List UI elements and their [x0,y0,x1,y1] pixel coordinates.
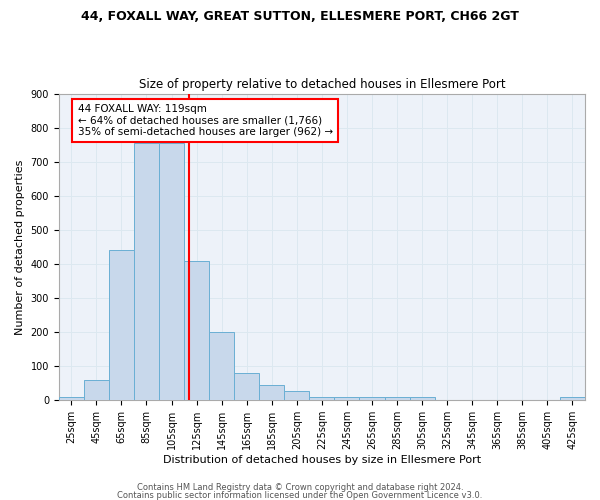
Bar [284,390,310,400]
Bar [84,380,109,400]
Bar [109,250,134,400]
Bar [59,397,84,400]
Bar [310,397,334,400]
Bar [334,397,359,400]
Text: 44 FOXALL WAY: 119sqm
← 64% of detached houses are smaller (1,766)
35% of semi-d: 44 FOXALL WAY: 119sqm ← 64% of detached … [77,104,332,137]
X-axis label: Distribution of detached houses by size in Ellesmere Port: Distribution of detached houses by size … [163,455,481,465]
Bar [385,397,410,400]
Bar [560,398,585,400]
Text: Contains HM Land Registry data © Crown copyright and database right 2024.: Contains HM Land Registry data © Crown c… [137,484,463,492]
Bar [410,397,434,400]
Bar [359,397,385,400]
Bar [234,373,259,400]
Bar [184,260,209,400]
Bar [134,143,159,400]
Text: Contains public sector information licensed under the Open Government Licence v3: Contains public sector information licen… [118,490,482,500]
Y-axis label: Number of detached properties: Number of detached properties [15,159,25,334]
Title: Size of property relative to detached houses in Ellesmere Port: Size of property relative to detached ho… [139,78,505,91]
Bar [209,332,234,400]
Bar [159,143,184,400]
Bar [259,385,284,400]
Text: 44, FOXALL WAY, GREAT SUTTON, ELLESMERE PORT, CH66 2GT: 44, FOXALL WAY, GREAT SUTTON, ELLESMERE … [81,10,519,23]
